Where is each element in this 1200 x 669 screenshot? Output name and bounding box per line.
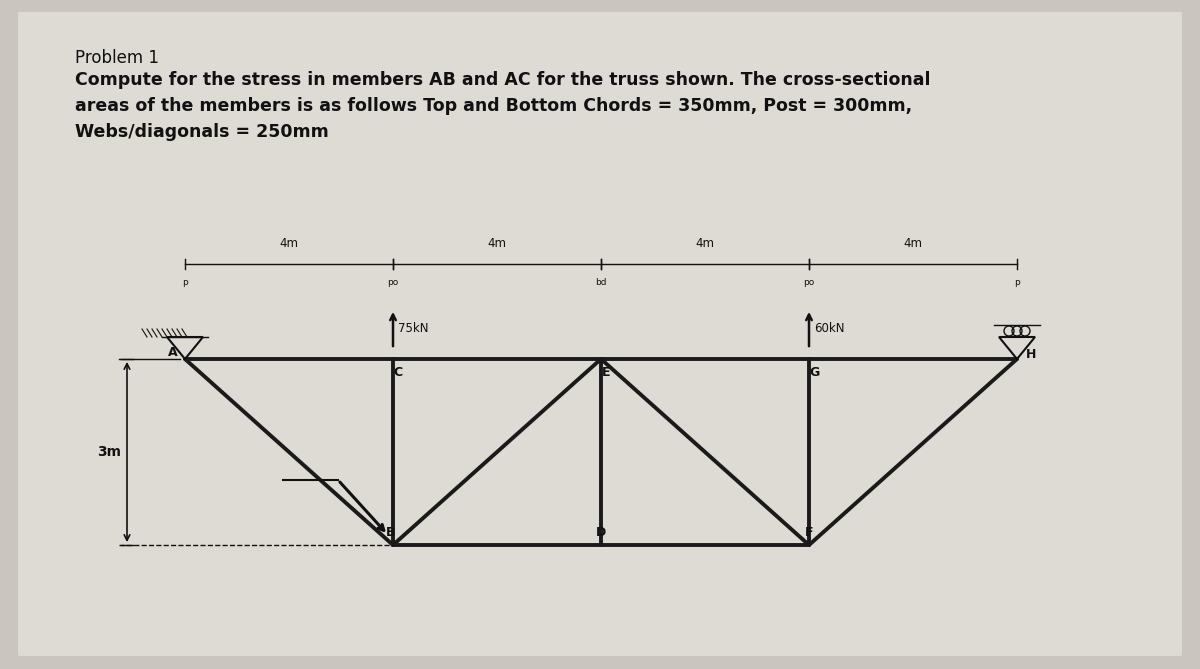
Text: po: po [388,278,398,287]
Text: E: E [601,367,611,379]
Text: 4m: 4m [696,237,714,250]
Text: 4m: 4m [280,237,299,250]
Text: p: p [1014,278,1020,287]
Text: 3m: 3m [97,445,121,459]
Text: 4m: 4m [487,237,506,250]
Text: H: H [1026,349,1036,361]
Text: areas of the members is as follows Top and Bottom Chords = 350mm, Post = 300mm,: areas of the members is as follows Top a… [74,97,912,115]
Text: Problem 1: Problem 1 [74,49,158,67]
Text: C: C [394,367,402,379]
Text: G: G [809,367,820,379]
FancyBboxPatch shape [18,12,1182,656]
Text: bd: bd [595,278,607,287]
Text: 75kN: 75kN [398,322,428,335]
Text: B: B [386,527,396,539]
Text: 4m: 4m [904,237,923,250]
Text: D: D [596,527,606,539]
Text: p: p [182,278,188,287]
Text: po: po [803,278,815,287]
Text: Webs/diagonals = 250mm: Webs/diagonals = 250mm [74,123,329,141]
Text: Compute for the stress in members AB and AC for the truss shown. The cross-secti: Compute for the stress in members AB and… [74,71,930,89]
Text: A: A [168,347,178,359]
Text: 60kN: 60kN [814,322,845,335]
Text: F: F [805,527,814,539]
